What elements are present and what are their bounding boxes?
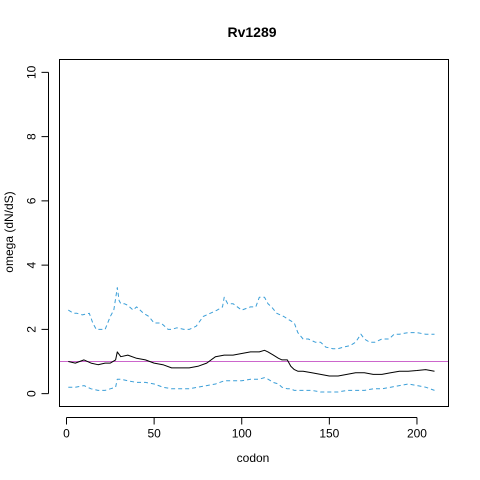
y-tick-label: 10 xyxy=(25,65,39,79)
x-axis-title: codon xyxy=(237,451,270,465)
plot-area xyxy=(59,287,449,393)
confidence-bound-line-2 xyxy=(68,377,435,393)
y-axis-title: omega (dN/dS) xyxy=(2,191,16,272)
x-tick-label: 50 xyxy=(147,427,161,441)
plot-frame xyxy=(59,59,449,407)
y-tick-label: 6 xyxy=(25,197,39,204)
x-tick-label: 200 xyxy=(407,427,427,441)
x-tick-label: 100 xyxy=(232,427,252,441)
y-tick-label: 0 xyxy=(25,390,39,397)
omega-line-0 xyxy=(68,349,435,377)
x-axis: 0 50 100 150 200 xyxy=(63,417,427,441)
y-axis: 0 2 4 6 8 10 xyxy=(25,65,49,397)
x-tick-label: 150 xyxy=(319,427,339,441)
x-tick-label: 0 xyxy=(63,427,70,441)
y-tick-label: 4 xyxy=(25,261,39,268)
y-tick-label: 8 xyxy=(25,133,39,140)
confidence-bound-line-1 xyxy=(68,287,435,350)
y-tick-label: 2 xyxy=(25,326,39,333)
chart-title: Rv1289 xyxy=(227,24,276,40)
